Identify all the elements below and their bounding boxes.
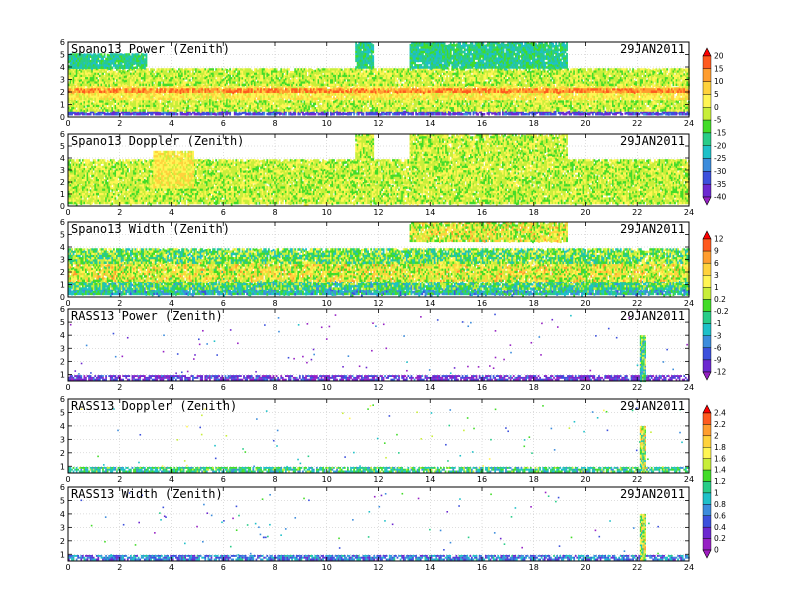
data-cell: [367, 107, 369, 110]
data-cell: [462, 103, 464, 106]
data-cell: [566, 109, 568, 112]
data-cell: [301, 100, 303, 103]
data-cell: [524, 100, 526, 103]
data-cell: [259, 107, 261, 110]
data-cell: [504, 109, 506, 112]
data-cell: [144, 109, 146, 112]
data-cell: [621, 113, 623, 116]
data-cell: [333, 113, 335, 116]
data-cell: [592, 113, 594, 116]
data-cell: [169, 100, 171, 103]
data-cell: [314, 113, 316, 116]
data-cell: [84, 106, 86, 109]
data-cell: [90, 113, 92, 116]
data-cell: [239, 107, 241, 110]
data-cell: [375, 103, 377, 106]
data-cell: [121, 105, 123, 108]
data-cell: [177, 113, 179, 116]
data-cell: [466, 103, 468, 106]
data-cell: [499, 109, 501, 112]
data-cell: [363, 113, 365, 116]
data-cell: [648, 107, 650, 110]
data-cell: [488, 113, 490, 116]
data-cell: [432, 105, 434, 108]
data-cell: [603, 108, 605, 111]
data-cell: [483, 113, 485, 116]
data-cell: [555, 113, 557, 116]
data-cell: [673, 103, 675, 106]
data-cell: [105, 105, 107, 108]
data-cell: [119, 96, 121, 99]
data-cell: [225, 109, 227, 112]
data-cell: [669, 105, 671, 108]
data-cell: [111, 109, 113, 112]
data-cell: [400, 103, 402, 106]
data-cell: [446, 111, 448, 114]
data-cell: [158, 100, 160, 103]
data-cell: [514, 105, 516, 108]
data-cell: [659, 103, 661, 106]
data-cell: [276, 107, 278, 110]
data-cell: [136, 107, 138, 110]
data-cell: [366, 105, 368, 108]
data-cell: [245, 105, 247, 108]
data-cell: [366, 103, 368, 106]
data-cell: [97, 107, 99, 110]
data-cell: [477, 113, 479, 116]
data-cell: [401, 109, 403, 112]
data-cell: [299, 113, 301, 116]
data-cell: [187, 105, 189, 108]
data-cell: [164, 103, 166, 106]
data-cell: [389, 113, 391, 116]
data-cell: [487, 100, 489, 103]
data-cell: [313, 105, 315, 108]
data-cell: [350, 113, 352, 116]
data-cell: [263, 113, 265, 116]
data-cell: [440, 100, 442, 103]
data-cell: [499, 113, 501, 116]
data-cell: [645, 105, 647, 108]
data-cell: [294, 113, 296, 116]
data-cell: [412, 113, 414, 116]
data-cell: [229, 113, 231, 116]
data-cell: [469, 113, 471, 116]
data-cell: [285, 113, 287, 116]
data-cell: [353, 113, 355, 116]
data-cell: [113, 103, 115, 106]
data-cell: [170, 107, 172, 110]
data-cell: [414, 107, 416, 110]
data-cell: [603, 110, 605, 113]
data-cell: [576, 109, 578, 112]
data-cell: [643, 103, 645, 106]
data-cell: [404, 113, 406, 116]
